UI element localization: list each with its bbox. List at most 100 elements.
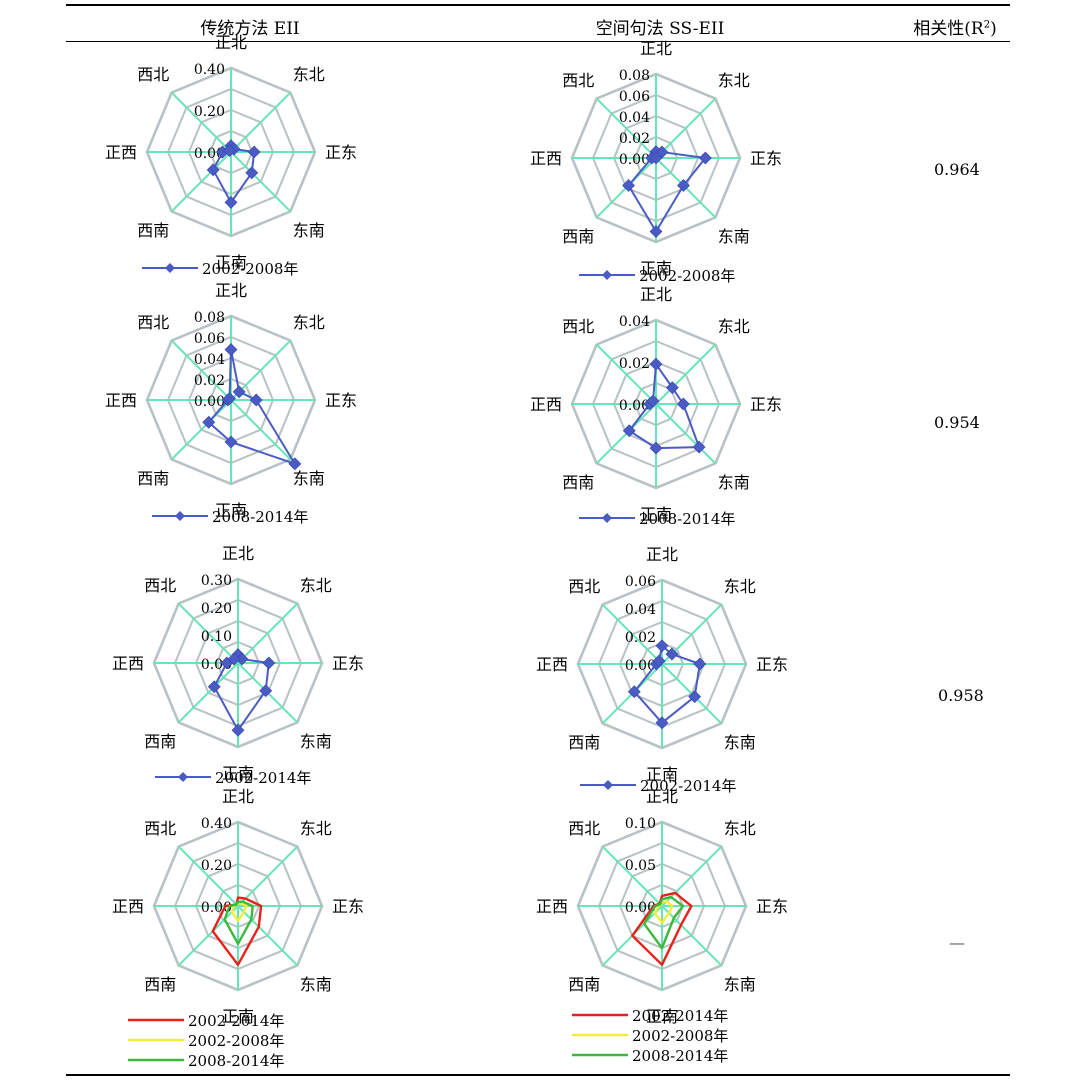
- radar-spoke: [655, 97, 717, 159]
- tick-label: 0.00: [201, 900, 232, 916]
- data-point-marker: [665, 647, 679, 661]
- tick-label: 0.02: [625, 630, 656, 646]
- bottom-rule: [66, 1074, 1010, 1076]
- data-point-marker: [677, 179, 690, 192]
- data-point-marker: [622, 424, 636, 438]
- data-point-marker: [693, 657, 707, 671]
- category-label: 正北: [222, 544, 254, 563]
- category-label: 西南: [562, 227, 594, 246]
- category-label: 西南: [568, 733, 600, 752]
- data-point-marker: [223, 144, 236, 157]
- radar-spoke: [661, 845, 723, 907]
- category-label: 正西: [536, 897, 568, 916]
- category-label: 正南: [215, 253, 247, 272]
- legend-marker: [175, 511, 185, 521]
- category-label: 西北: [137, 65, 169, 84]
- category-label: 正西: [530, 149, 562, 168]
- tick-label: 0.02: [619, 131, 650, 147]
- category-label: 正北: [640, 285, 672, 304]
- data-point-marker: [224, 435, 238, 449]
- radar-spoke: [655, 403, 717, 465]
- category-label: 正西: [530, 395, 562, 414]
- data-point-marker: [649, 441, 663, 455]
- radar-spoke: [230, 399, 292, 461]
- category-label: 正北: [215, 33, 247, 52]
- radar-spoke: [177, 905, 239, 967]
- category-label: 正西: [536, 655, 568, 674]
- header-rule: [66, 41, 1010, 42]
- radar-spoke: [237, 845, 299, 907]
- data-point-marker: [288, 457, 302, 471]
- category-label: 东南: [718, 227, 750, 246]
- data-point-marker: [259, 684, 273, 698]
- data-point-marker: [665, 381, 679, 395]
- category-label: 正东: [325, 143, 357, 162]
- category-label: 东北: [293, 65, 325, 84]
- data-point-marker: [688, 690, 702, 704]
- category-label: 正北: [222, 787, 254, 806]
- category-label: 正北: [646, 545, 678, 564]
- category-label: 正东: [750, 395, 782, 414]
- data-point-marker: [206, 163, 220, 177]
- category-label: 正南: [215, 501, 247, 520]
- category-label: 东北: [300, 576, 332, 595]
- legend-label: 2002-2008年: [188, 1032, 284, 1050]
- radar-chart-5: 0.000.100.200.30正北东北正东东南正南西南正西西北2002-201…: [112, 544, 364, 787]
- data-point-marker: [698, 151, 712, 165]
- tick-label: 0.06: [194, 331, 225, 347]
- tick-label: 0.06: [625, 574, 656, 590]
- category-label: 东南: [293, 469, 325, 488]
- category-label: 正南: [222, 764, 254, 783]
- radar-spoke: [655, 343, 717, 405]
- data-point-marker: [622, 179, 635, 192]
- tick-label: 0.10: [201, 629, 232, 645]
- radar-spoke: [177, 662, 239, 724]
- data-point-marker: [649, 357, 663, 371]
- data-point-marker: [224, 343, 238, 357]
- category-label: 东南: [718, 473, 750, 492]
- legend-label: 2002-2008年: [202, 260, 298, 278]
- radar-spoke: [595, 97, 657, 159]
- radar-spoke: [661, 905, 723, 967]
- series-line: [223, 900, 254, 945]
- header-correlation-sup: 2: [983, 19, 991, 31]
- category-label: 西南: [144, 975, 176, 994]
- category-label: 正北: [646, 787, 678, 806]
- data-point-marker: [649, 151, 663, 165]
- category-label: 正西: [105, 143, 137, 162]
- legend-marker: [165, 263, 175, 273]
- category-label: 东南: [300, 732, 332, 751]
- tick-label: 0.00: [619, 152, 650, 168]
- category-label: 正南: [640, 259, 672, 278]
- category-label: 西北: [137, 313, 169, 332]
- radar-spoke: [170, 151, 232, 213]
- category-label: 西北: [568, 577, 600, 596]
- category-label: 东北: [293, 313, 325, 332]
- category-label: 正东: [756, 897, 788, 916]
- data-point-marker: [227, 652, 241, 666]
- tick-label: 0.04: [194, 352, 225, 368]
- category-label: 正东: [332, 654, 364, 673]
- data-point-marker: [692, 440, 706, 454]
- header-eii: 传统方法 EII: [200, 19, 300, 39]
- legend-label: 2008-2014年: [212, 508, 308, 526]
- category-label: 东北: [300, 819, 332, 838]
- data-point-marker: [232, 385, 246, 399]
- data-point-marker: [247, 145, 261, 159]
- category-label: 西南: [137, 469, 169, 488]
- category-label: 西北: [144, 819, 176, 838]
- legend-label: 2002-2014年: [215, 769, 311, 787]
- tick-label: 0.10: [625, 816, 656, 832]
- data-point-marker: [202, 415, 216, 429]
- data-point-marker: [245, 166, 259, 180]
- header-ss-eii: 空间句法 SS-EII: [595, 19, 725, 39]
- category-label: 正北: [640, 39, 672, 58]
- legend-label: 2008-2014年: [639, 510, 735, 528]
- legend-marker: [603, 780, 613, 790]
- category-label: 正东: [750, 149, 782, 168]
